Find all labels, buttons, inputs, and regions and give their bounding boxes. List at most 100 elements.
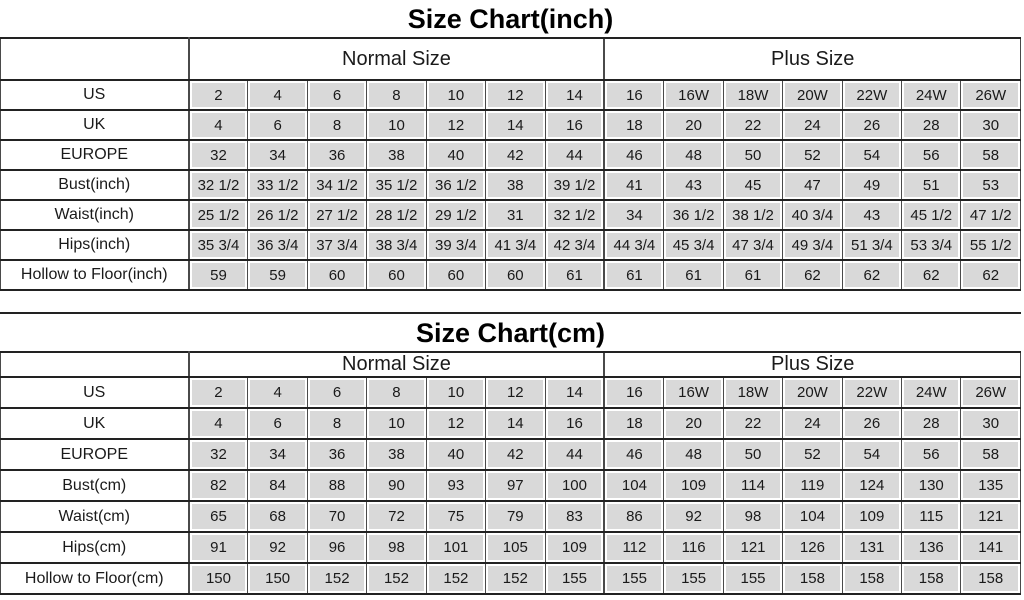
size-value-cell: 155 xyxy=(663,562,724,595)
row-label: US xyxy=(0,376,190,409)
column-group-header-row: Normal Size Plus Size xyxy=(0,37,1022,81)
size-value-cell: 150 xyxy=(187,562,249,595)
size-value-cell: 2 xyxy=(187,79,249,111)
size-value-cell: 141 xyxy=(960,531,1021,564)
size-value-cell: 109 xyxy=(663,469,724,502)
size-value-cell: 61 xyxy=(722,259,784,291)
size-value-cell: 82 xyxy=(187,469,249,502)
size-value-cell: 32 1/2 xyxy=(544,199,605,231)
size-value-cell: 40 3/4 xyxy=(782,199,843,231)
size-value-cell: 28 xyxy=(901,109,962,141)
table-row: Bust(cm) 82 84 88 90 93 97 100 104 109 114 119 124 13… xyxy=(0,469,1021,502)
size-value-cell: 119 xyxy=(782,469,843,502)
size-value-cell: 98 xyxy=(722,500,784,533)
size-value-cell: 26 xyxy=(841,407,903,440)
size-value-cell: 22W xyxy=(841,79,903,111)
size-value-cell: 38 1/2 xyxy=(722,199,784,231)
size-value-cell: 45 xyxy=(722,169,784,201)
plus-size-group-header: Plus Size xyxy=(603,351,1022,378)
size-value-cell: 79 xyxy=(485,500,546,533)
size-value-cell: 14 xyxy=(544,79,605,111)
size-value-cell: 36 1/2 xyxy=(663,199,724,231)
size-value-cell: 152 xyxy=(425,562,487,595)
table-row: Waist(inch) 25 1/2 26 1/2 27 1/2 28 1/2 29 1/… xyxy=(0,199,1021,231)
size-value-cell: 48 xyxy=(663,139,724,171)
size-value-cell: 20 xyxy=(663,407,724,440)
size-value-cell: 42 3/4 xyxy=(544,229,605,261)
size-value-cell: 47 3/4 xyxy=(722,229,784,261)
column-group-header-row: Normal Size Plus Size xyxy=(0,351,1022,378)
size-value-cell: 12 xyxy=(425,109,487,141)
size-value-cell: 8 xyxy=(306,407,368,440)
size-value-cell: 92 xyxy=(663,500,724,533)
size-value-cell: 14 xyxy=(485,109,546,141)
size-value-cell: 18 xyxy=(603,407,665,440)
table-row: Hips(cm) 91 92 96 98 101 105 109 112 116 121 126 131… xyxy=(0,531,1021,564)
table-row: EUROPE 32 34 36 38 40 42 44 46 48 50 52 54 56 58 xyxy=(0,139,1021,171)
table-row: Waist(cm) 65 68 70 72 75 79 83 86 92 98 104 109 115 12… xyxy=(0,500,1021,533)
size-value-cell: 18W xyxy=(722,376,784,409)
size-value-cell: 135 xyxy=(960,469,1021,502)
size-value-cell: 104 xyxy=(782,500,843,533)
size-chart-cm-table: Normal Size Plus Size US 2 4 6 8 10 12 14 16 16W 18W… xyxy=(0,351,1022,595)
row-label: UK xyxy=(0,109,190,141)
size-value-cell: 86 xyxy=(603,500,665,533)
size-chart-inch-section: Size Chart(inch) Normal Size Plus Size US 2… xyxy=(0,0,1022,291)
size-value-cell: 44 3/4 xyxy=(603,229,665,261)
size-value-cell: 22 xyxy=(722,109,784,141)
size-value-cell: 54 xyxy=(841,139,903,171)
size-value-cell: 155 xyxy=(544,562,605,595)
size-value-cell: 28 1/2 xyxy=(366,199,427,231)
size-value-cell: 130 xyxy=(901,469,962,502)
size-value-cell: 45 3/4 xyxy=(663,229,724,261)
size-value-cell: 26W xyxy=(960,79,1021,111)
size-value-cell: 41 xyxy=(603,169,665,201)
size-value-cell: 24W xyxy=(901,79,962,111)
size-value-cell: 58 xyxy=(960,139,1021,171)
size-value-cell: 112 xyxy=(603,531,665,564)
row-label: Bust(cm) xyxy=(0,469,190,502)
table-row: Hollow to Floor(inch) 59 59 60 60 60 60 61 61 61 6… xyxy=(0,259,1021,291)
size-value-cell: 47 1/2 xyxy=(960,199,1021,231)
size-value-cell: 83 xyxy=(544,500,605,533)
size-value-cell: 61 xyxy=(603,259,665,291)
size-value-cell: 36 1/2 xyxy=(425,169,487,201)
corner-cell xyxy=(0,351,190,378)
size-value-cell: 46 xyxy=(603,438,665,471)
size-value-cell: 47 xyxy=(782,169,843,201)
size-value-cell: 30 xyxy=(960,407,1021,440)
size-value-cell: 90 xyxy=(366,469,427,502)
size-value-cell: 152 xyxy=(306,562,368,595)
size-value-cell: 126 xyxy=(782,531,843,564)
size-value-cell: 50 xyxy=(722,438,784,471)
size-value-cell: 60 xyxy=(366,259,427,291)
row-label: Hips(cm) xyxy=(0,531,190,564)
size-value-cell: 38 xyxy=(366,139,427,171)
size-value-cell: 10 xyxy=(366,109,427,141)
size-value-cell: 88 xyxy=(306,469,368,502)
size-value-cell: 116 xyxy=(663,531,724,564)
size-value-cell: 16 xyxy=(603,376,665,409)
size-value-cell: 104 xyxy=(603,469,665,502)
size-value-cell: 20W xyxy=(782,79,843,111)
row-label: Hollow to Floor(cm) xyxy=(0,562,190,595)
size-value-cell: 25 1/2 xyxy=(187,199,249,231)
row-label: US xyxy=(0,79,190,111)
row-label: UK xyxy=(0,407,190,440)
row-label: EUROPE xyxy=(0,139,190,171)
size-value-cell: 24 xyxy=(782,407,843,440)
size-value-cell: 61 xyxy=(663,259,724,291)
size-value-cell: 16 xyxy=(603,79,665,111)
size-value-cell: 4 xyxy=(247,79,308,111)
row-label: Waist(cm) xyxy=(0,500,190,533)
size-value-cell: 59 xyxy=(187,259,249,291)
normal-size-group-header: Normal Size xyxy=(188,37,605,81)
size-value-cell: 53 xyxy=(960,169,1021,201)
size-value-cell: 24W xyxy=(901,376,962,409)
size-value-cell: 28 xyxy=(901,407,962,440)
size-value-cell: 39 1/2 xyxy=(544,169,605,201)
size-value-cell: 22 xyxy=(722,407,784,440)
size-value-cell: 22W xyxy=(841,376,903,409)
size-value-cell: 158 xyxy=(960,562,1021,595)
